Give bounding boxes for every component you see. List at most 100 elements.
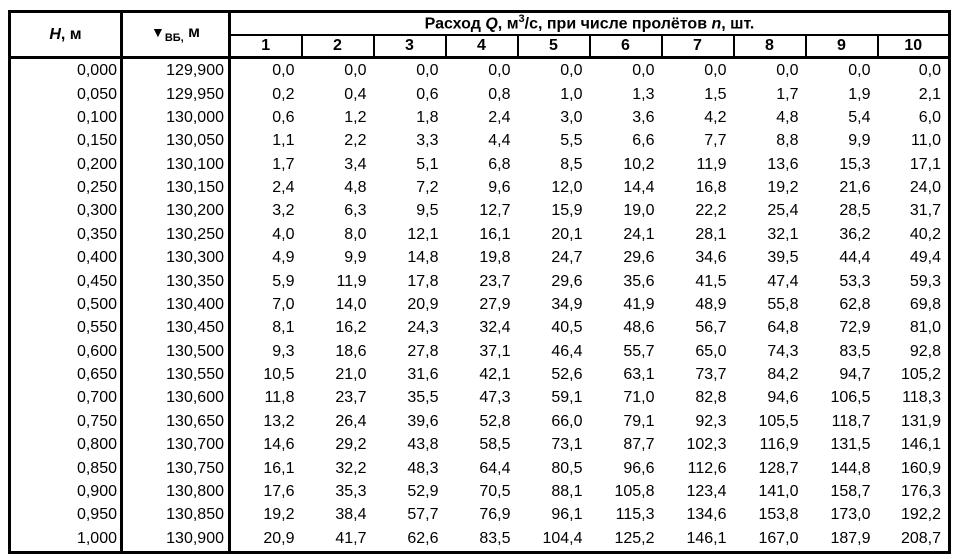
h-value-cell: 0,050 (9, 82, 123, 107)
q-value-cell: 21,0 (335, 366, 367, 384)
q-value-cell: 19,8 (479, 249, 511, 267)
q-value-cell: 146,1 (686, 529, 727, 547)
q-value-cell: 88,1 (551, 482, 583, 500)
q-value-cell: 0,8 (488, 85, 511, 103)
q-value-cell: 31,6 (407, 366, 439, 384)
q-value-cell: 146,1 (900, 436, 941, 454)
q-value-cell: 8,0 (344, 225, 367, 243)
q-value-cell: 16,8 (695, 179, 727, 197)
q-value-cell: 41,7 (335, 529, 367, 547)
h-symbol: H (49, 25, 61, 43)
vb-unit: м (183, 24, 201, 42)
h-column-header: H, м (9, 10, 123, 59)
q-value-cell: 73,1 (551, 436, 583, 454)
header-row-group: H, м ▼ВБ, м Расход Q, м3/с, при числе пр… (9, 10, 951, 59)
q-value-cell: 25,4 (767, 202, 799, 220)
table-row: 0,850 130,750 16,1 32,2 48,3 64,4 80,5 96,6 112,… (9, 456, 950, 481)
table-row: 0,950 130,850 19,2 38,4 57,7 76,9 96,1 115,3 134… (9, 503, 950, 527)
span-count-header-6: 6 (588, 33, 663, 59)
h-value-cell: 0,400 (9, 246, 123, 270)
table-row: 0,100 130,000 0,6 1,2 1,8 2,4 3,0 3,6 4,2 4,8 5,4 6… (9, 106, 950, 130)
q-value-cell: 6,6 (632, 132, 655, 150)
q-value-cell: 3,0 (560, 108, 583, 126)
h-value-cell: 0,450 (9, 269, 123, 294)
q-value-cell: 0,0 (918, 61, 941, 79)
q-value-cell: 49,4 (909, 249, 941, 267)
table-row: 0,900 130,800 17,6 35,3 52,9 70,5 88,1 105,8 123… (9, 480, 950, 504)
q-value-cell: 15,3 (839, 155, 871, 173)
q-value-cell: 52,6 (551, 366, 583, 384)
q-value-cell: 5,9 (272, 272, 295, 290)
h-value-cell: 0,600 (9, 339, 123, 364)
q-value-cell: 0,0 (272, 61, 295, 79)
vb-value-cell: 130,800 (121, 480, 231, 504)
q-value-cell: 2,2 (344, 132, 367, 150)
q-value-cell: 34,6 (695, 249, 727, 267)
q-value-cell: 32,4 (479, 319, 511, 337)
q-value-cell: 112,6 (687, 459, 727, 477)
q-value-cell: 128,7 (758, 459, 799, 477)
q-group-text-1: Расход (424, 15, 486, 33)
q-value-cell: 6,8 (488, 155, 511, 173)
table-row: 1,000 130,900 20,9 41,7 62,6 83,5 104,4 125,2 14… (9, 526, 950, 553)
q-value-cell: 20,9 (407, 295, 439, 313)
table-row: 0,600 130,500 9,3 18,6 27,8 37,1 46,4 55,7 65,0 7… (9, 339, 950, 364)
q-value-cell: 11,8 (264, 389, 295, 407)
q-value-cell: 5,4 (848, 108, 871, 126)
h-value-cell: 0,150 (9, 129, 123, 153)
vb-value-cell: 130,700 (121, 433, 231, 457)
q-value-cell: 83,5 (839, 342, 871, 360)
table-row: 0,200 130,100 1,7 3,4 5,1 6,8 8,5 10,2 11,9 13,6 1… (9, 152, 950, 177)
q-value-cell: 37,1 (479, 342, 511, 360)
q-value-cell: 48,9 (695, 295, 727, 313)
q-value-cell: 72,9 (839, 319, 871, 337)
q-value-cell: 167,0 (758, 529, 799, 547)
q-value-cell: 116,9 (759, 436, 799, 454)
q-value-cell: 56,7 (695, 319, 727, 337)
span-count-header-7: 7 (660, 33, 735, 59)
vb-value-cell: 130,850 (121, 503, 231, 527)
table-row: 0,450 130,350 5,9 11,9 17,8 23,7 29,6 35,6 41,5 4… (9, 269, 950, 294)
q-value-cell: 38,4 (335, 506, 367, 524)
q-value-cell: 69,8 (909, 295, 941, 313)
q-value-cell: 123,4 (686, 482, 727, 500)
q-value-cell: 27,9 (479, 295, 511, 313)
q-value-cell: 87,7 (623, 436, 655, 454)
q-value-cell: 53,3 (839, 272, 871, 290)
q-value-cell: 79,1 (623, 412, 655, 430)
q-value-cell: 36,2 (839, 225, 871, 243)
q-symbol: Q (485, 15, 498, 33)
q-value-cell: 192,2 (900, 506, 941, 524)
table-row: 0,700 130,600 11,8 23,7 35,5 47,3 59,1 71,0 82,8… (9, 386, 950, 411)
q-value-cell: 12,0 (551, 179, 583, 197)
q-value-cell: 58,5 (479, 436, 511, 454)
q-value-cell: 21,6 (839, 179, 871, 197)
q-value-cell: 7,0 (272, 295, 295, 313)
vb-value-cell: 130,050 (121, 129, 231, 153)
vb-value-cell: 130,200 (121, 199, 231, 224)
table-body: 0,000 129,900 0,0 0,0 0,0 0,0 0,0 0,0 0,0 0,0 0,0 0… (9, 57, 950, 553)
q-value-cell: 7,7 (704, 132, 727, 150)
table-row: 0,550 130,450 8,1 16,2 24,3 32,4 40,5 48,6 56,7 6… (9, 316, 950, 340)
q-value-cell: 41,9 (623, 295, 655, 313)
q-value-cell: 0,0 (704, 61, 727, 79)
vb-value-cell: 130,500 (121, 339, 231, 364)
q-value-cell: 9,9 (848, 132, 871, 150)
q-value-cell: 12,1 (407, 225, 439, 243)
h-value-cell: 0,950 (9, 503, 123, 527)
q-value-cell: 55,8 (767, 295, 799, 313)
q-value-cell: 35,3 (335, 482, 367, 500)
q-value-cell: 47,4 (767, 272, 799, 290)
q-value-cell: 8,5 (560, 155, 583, 173)
q-value-cell: 43,8 (407, 436, 439, 454)
table-row: 0,250 130,150 2,4 4,8 7,2 9,6 12,0 14,4 16,8 19,2… (9, 176, 950, 200)
q-value-cell: 52,8 (479, 412, 511, 430)
q-value-cell: 11,9 (336, 272, 367, 290)
h-value-cell: 0,100 (9, 106, 123, 130)
q-value-cell: 153,8 (758, 506, 799, 524)
table-row: 0,300 130,200 3,2 6,3 9,5 12,7 15,9 19,0 22,2 25,… (9, 199, 950, 224)
q-value-cell: 24,3 (407, 319, 439, 337)
q-value-cell: 83,5 (479, 529, 511, 547)
q-value-cell: 160,9 (900, 459, 941, 477)
